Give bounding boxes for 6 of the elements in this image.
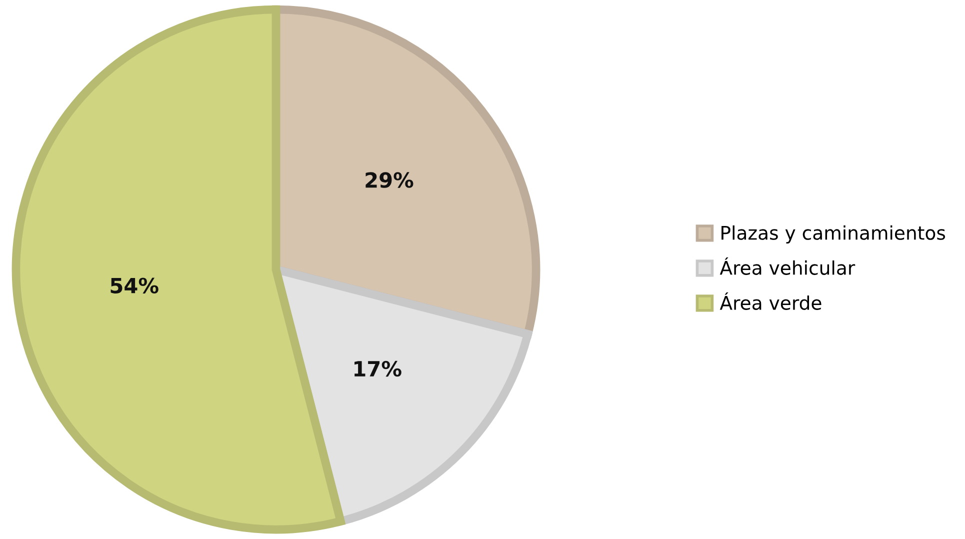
data-label: 17% [354,360,402,377]
legend-label: Área vehicular [720,257,856,275]
legend-label: Área verde [720,292,822,310]
data-label: 54% [110,278,158,294]
data-label: 29% [366,172,414,188]
legend-label: Plazas y caminamientos [722,225,946,244]
